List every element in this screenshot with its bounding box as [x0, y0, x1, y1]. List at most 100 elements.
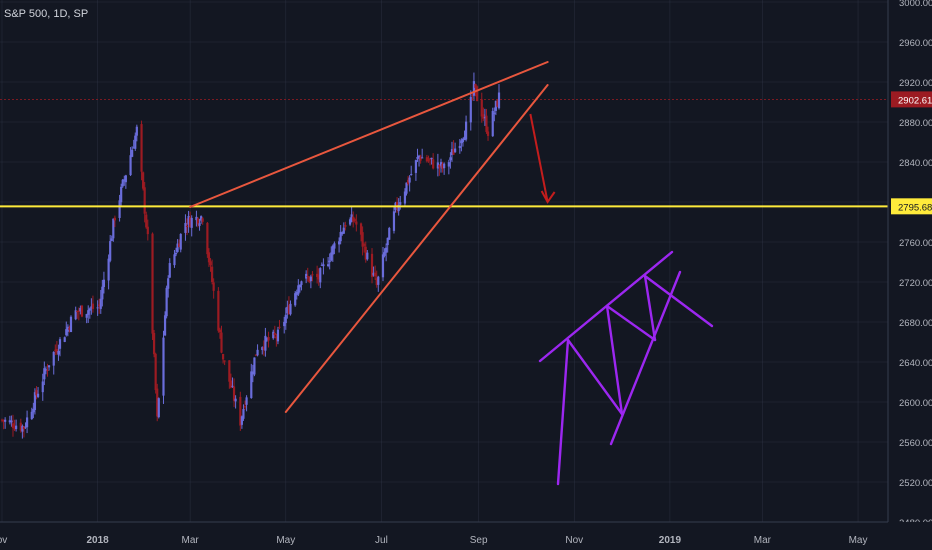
- candle-body: [151, 233, 154, 334]
- candle-body: [432, 159, 435, 169]
- candle: [460, 138, 463, 152]
- candle-body: [253, 357, 256, 375]
- candle: [342, 222, 345, 234]
- candle: [348, 217, 352, 226]
- candle: [118, 194, 121, 222]
- candle: [425, 154, 428, 163]
- candle: [135, 124, 138, 142]
- candle: [240, 415, 243, 429]
- candle-body: [355, 221, 358, 225]
- candle-body: [284, 314, 287, 324]
- candle-body: [209, 261, 212, 266]
- candle-body: [319, 268, 322, 283]
- candle: [408, 175, 411, 192]
- candle: [33, 388, 37, 415]
- candle-body: [264, 335, 267, 351]
- candle-body: [417, 155, 421, 159]
- candle: [134, 132, 137, 151]
- candle-body: [328, 260, 331, 263]
- candle-body: [11, 423, 15, 429]
- candle: [229, 373, 233, 389]
- candle: [46, 363, 49, 377]
- candle: [68, 325, 71, 333]
- candle: [250, 363, 253, 399]
- candle-body: [339, 231, 342, 242]
- price-tick-label: 2640.00: [899, 358, 932, 369]
- time-tick-label: ov: [0, 535, 7, 546]
- candle: [13, 419, 16, 432]
- candle: [443, 162, 446, 175]
- candle-body: [449, 157, 452, 161]
- candle: [317, 268, 320, 286]
- candle-body: [221, 353, 225, 360]
- candle: [308, 276, 311, 284]
- candle-body: [0, 419, 4, 421]
- candle: [54, 344, 57, 356]
- candle-body: [69, 316, 73, 333]
- time-tick-label: Nov: [565, 535, 583, 546]
- candle: [309, 274, 312, 289]
- candle-body: [168, 263, 171, 278]
- candle-body: [107, 258, 110, 281]
- candle: [416, 148, 419, 162]
- candle-body: [190, 217, 193, 228]
- candle-body: [386, 237, 389, 246]
- candle-body: [392, 211, 396, 231]
- candle-body: [452, 149, 455, 155]
- candle-body: [309, 276, 312, 282]
- candle: [206, 221, 209, 258]
- candle: [428, 157, 432, 166]
- candle-body: [90, 306, 93, 309]
- candle: [79, 305, 82, 315]
- candle-body: [218, 329, 222, 333]
- candle-body: [414, 160, 418, 173]
- candle-body: [458, 145, 461, 149]
- candle-body: [374, 272, 377, 277]
- pattern-stroke: [609, 270, 682, 446]
- candle: [152, 329, 156, 358]
- candle: [88, 307, 91, 319]
- candle: [267, 331, 270, 348]
- candle: [441, 161, 444, 173]
- candle-body: [333, 243, 336, 249]
- candle-body: [91, 303, 95, 309]
- candle: [176, 239, 179, 253]
- candle: [306, 267, 309, 282]
- candle-body: [118, 200, 121, 218]
- candle: [475, 85, 479, 102]
- candle: [173, 249, 176, 268]
- candle-body: [112, 218, 115, 239]
- wedge-upper-line: [189, 61, 549, 208]
- candle: [178, 239, 181, 248]
- candle: [112, 218, 115, 242]
- candle-body: [54, 349, 57, 351]
- price-tick-label: 2840.00: [899, 158, 932, 169]
- candle-body: [207, 252, 211, 263]
- candle-body: [370, 253, 374, 277]
- candle-body: [210, 266, 214, 283]
- candle-body: [87, 310, 90, 315]
- candle: [366, 250, 369, 261]
- candle: [286, 300, 289, 319]
- candle-body: [361, 232, 364, 247]
- candle: [375, 270, 378, 288]
- candle-body: [463, 136, 466, 140]
- candle: [355, 214, 358, 232]
- candle: [168, 258, 171, 279]
- candle: [90, 298, 93, 315]
- candle-body: [267, 336, 270, 341]
- candle-body: [243, 406, 247, 408]
- candle: [361, 226, 364, 256]
- candle-body: [388, 228, 391, 240]
- candle: [491, 107, 494, 137]
- candle: [496, 99, 499, 108]
- candle-body: [372, 272, 375, 276]
- candle: [66, 324, 69, 337]
- candle: [156, 383, 159, 422]
- candle: [207, 248, 211, 267]
- candle-body: [65, 329, 68, 336]
- candle-body: [256, 349, 259, 356]
- candle-body: [406, 179, 410, 184]
- candle-body: [441, 163, 444, 169]
